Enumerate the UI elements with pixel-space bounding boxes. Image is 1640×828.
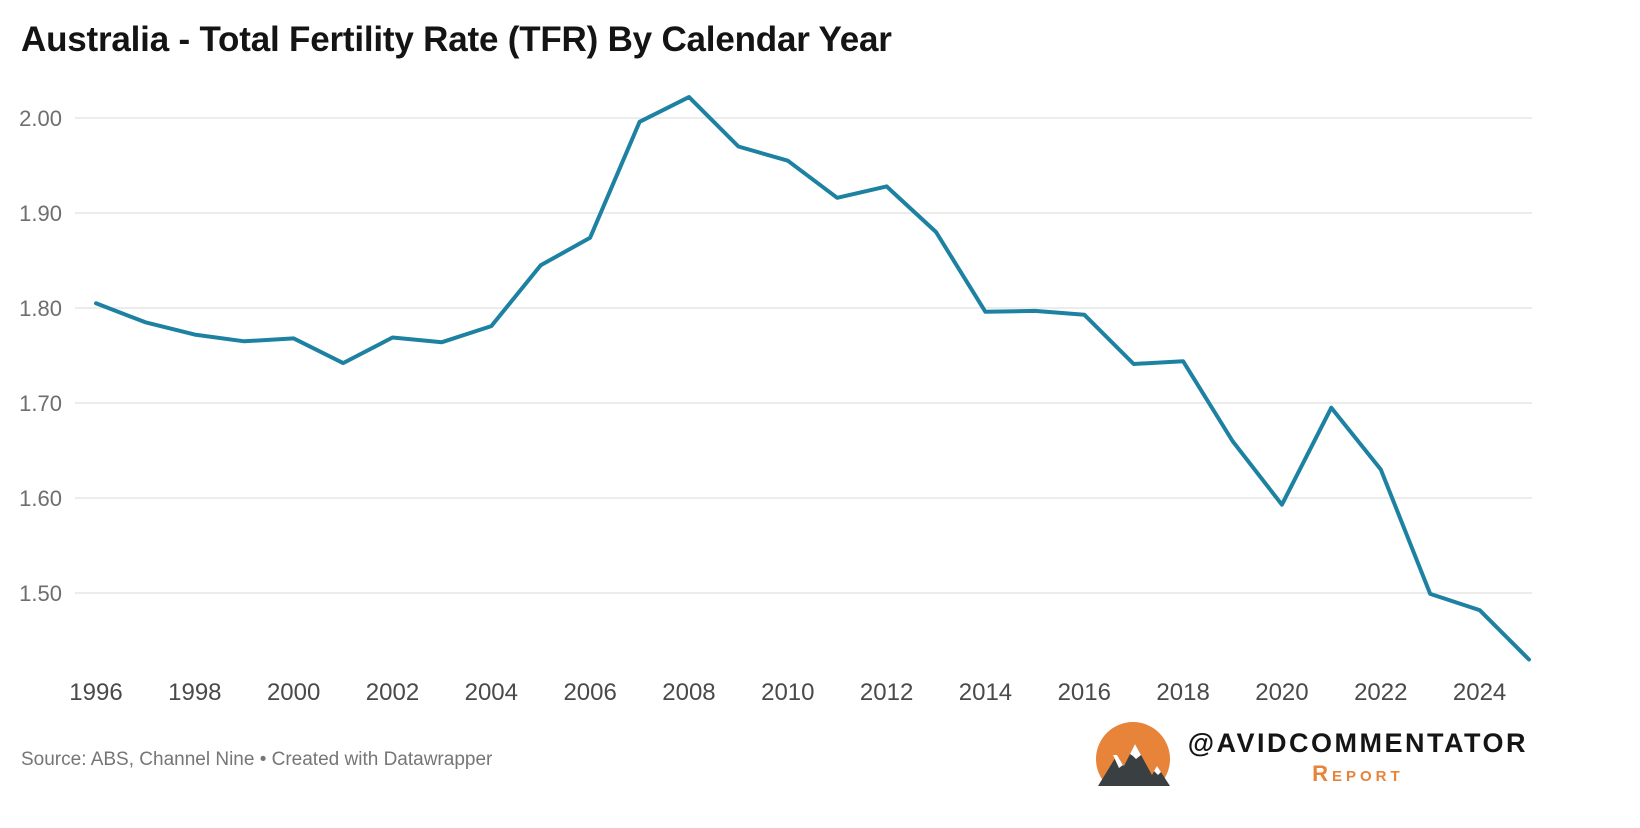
y-tick-label: 1.90	[19, 201, 62, 226]
chart-title: Australia - Total Fertility Rate (TFR) B…	[21, 20, 892, 59]
x-tick-label: 1996	[69, 679, 122, 706]
x-tick-label: 2002	[366, 679, 419, 706]
tfr-line-series	[94, 95, 1531, 662]
brand-handle: @AVIDCOMMENTATOR	[1187, 728, 1528, 758]
brand-block: @AVIDCOMMENTATOR Report	[1092, 722, 1528, 787]
x-tick-label: 2004	[465, 679, 518, 706]
x-tick-label: 2018	[1156, 679, 1209, 706]
y-tick-label: 1.50	[19, 581, 62, 606]
y-tick-label: 2.00	[19, 106, 62, 131]
x-tick-label: 2016	[1058, 679, 1111, 706]
x-tick-label: 2020	[1255, 679, 1308, 706]
brand-text: @AVIDCOMMENTATOR Report	[1188, 722, 1528, 787]
x-tick-label: 2008	[662, 679, 715, 706]
y-tick-label: 1.80	[19, 296, 62, 321]
x-tick-label: 2022	[1354, 679, 1407, 706]
x-tick-label: 2014	[959, 679, 1012, 706]
source-attribution: Source: ABS, Channel Nine • Created with…	[21, 749, 493, 770]
x-tick-label: 2012	[860, 679, 913, 706]
y-tick-label: 1.60	[19, 486, 62, 511]
x-tick-label: 2024	[1453, 679, 1506, 706]
mountain-badge-icon	[1095, 722, 1170, 786]
y-tick-label: 1.70	[19, 391, 62, 416]
x-tick-label: 2010	[761, 679, 814, 706]
x-tick-label: 2006	[563, 679, 616, 706]
brand-subtitle: Report	[1312, 761, 1404, 786]
x-tick-label: 2000	[267, 679, 320, 706]
x-tick-label: 1998	[168, 679, 221, 706]
